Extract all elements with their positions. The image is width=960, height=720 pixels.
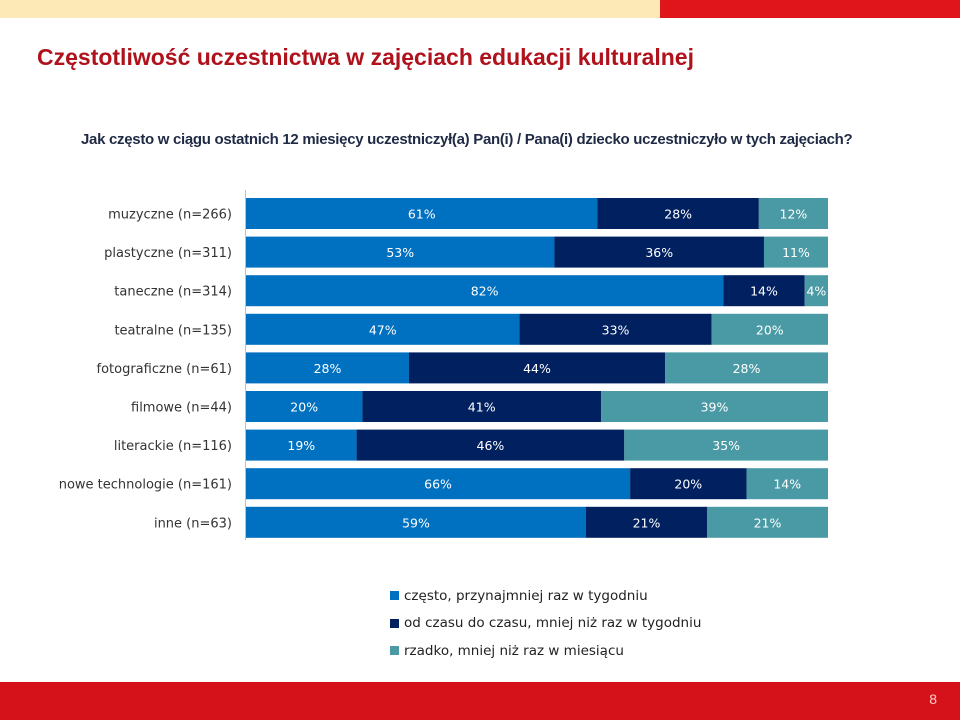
category-label: teatralne (n=135) [114, 323, 232, 338]
data-label: 36% [645, 245, 673, 260]
bar-segment [246, 506, 586, 538]
data-label: 19% [287, 438, 315, 453]
legend-item: rzadko, mniej niż raz w miesiącu [390, 637, 701, 665]
legend-item: od czasu do czasu, mniej niż raz w tygod… [390, 610, 701, 638]
bar-segment [356, 429, 625, 461]
legend-label: rzadko, mniej niż raz w miesiącu [404, 642, 624, 659]
legend-label: często, przynajmniej raz w tygodniu [404, 587, 648, 604]
data-label: 44% [523, 361, 551, 376]
bar-segment [246, 429, 357, 461]
data-label: 39% [701, 400, 729, 415]
data-label: 35% [712, 438, 740, 453]
data-label: 66% [424, 477, 452, 492]
bar-segment [246, 198, 598, 229]
bar-segment [711, 313, 828, 345]
bar-segment [706, 506, 828, 538]
bar-segment [665, 352, 828, 384]
data-label: 61% [408, 207, 436, 222]
data-label: 11% [782, 245, 810, 260]
bar-segment [601, 391, 828, 422]
category-label: filmowe (n=44) [131, 401, 232, 416]
data-label: 28% [733, 361, 761, 376]
data-label: 28% [314, 361, 342, 376]
legend-swatch [390, 591, 399, 601]
data-label: 14% [773, 477, 801, 492]
category-label: inne (n=63) [154, 516, 232, 531]
legend-swatch [390, 646, 399, 656]
bar-segment [758, 198, 828, 229]
bar-segment [246, 236, 555, 268]
data-label: 21% [754, 515, 782, 530]
chart-legend: często, przynajmniej raz w tygodniu od c… [390, 582, 701, 665]
data-label: 20% [674, 477, 702, 492]
bar-segment [723, 275, 805, 307]
category-label: muzyczne (n=266) [108, 208, 232, 223]
bar-segment [246, 391, 363, 422]
data-label: 33% [602, 322, 630, 337]
data-label: 47% [369, 322, 397, 337]
page-number: 8 [929, 691, 937, 707]
bar-segment [554, 236, 764, 268]
bar-segment [246, 352, 409, 384]
data-label: 21% [633, 515, 661, 530]
bar-segment [804, 275, 828, 307]
legend-swatch [390, 618, 399, 628]
category-label: taneczne (n=314) [114, 285, 232, 300]
top-bar-left [0, 0, 660, 18]
data-label: 41% [468, 400, 496, 415]
bar-segment [362, 391, 602, 422]
bar-segment [624, 429, 828, 461]
bar-segment [246, 313, 520, 345]
bar-segment [408, 352, 666, 384]
bar-segment [630, 468, 747, 500]
data-label: 12% [780, 207, 808, 222]
category-label: literackie (n=116) [114, 439, 232, 454]
footer-bar: 8 [0, 682, 960, 720]
page-title: Częstotliwość uczestnictwa w zajęciach e… [37, 44, 694, 70]
category-label: plastyczne (n=311) [104, 246, 232, 261]
bar-segment [246, 468, 631, 500]
data-label: 59% [402, 515, 430, 530]
category-label: fotograficzne (n=61) [97, 362, 233, 377]
data-label: 82% [471, 284, 499, 299]
data-label: 53% [386, 245, 414, 260]
bar-segment [585, 506, 707, 538]
data-label: 4% [806, 284, 826, 299]
data-label: 28% [664, 207, 692, 222]
legend-item: często, przynajmniej raz w tygodniu [390, 582, 701, 610]
bar-segment [519, 313, 712, 345]
bar-segment [597, 198, 759, 229]
bar-segment [246, 275, 724, 307]
data-label: 46% [477, 438, 505, 453]
data-label: 20% [290, 400, 318, 415]
legend-label: od czasu do czasu, mniej niż raz w tygod… [404, 615, 702, 632]
data-label: 20% [756, 322, 784, 337]
category-label: nowe technologie (n=161) [59, 478, 232, 493]
data-label: 14% [750, 284, 778, 299]
top-bar-right [660, 0, 960, 18]
bar-segment [746, 468, 828, 500]
survey-question: Jak często w ciągu ostatnich 12 miesięcy… [81, 131, 853, 148]
bar-segment [763, 236, 828, 268]
